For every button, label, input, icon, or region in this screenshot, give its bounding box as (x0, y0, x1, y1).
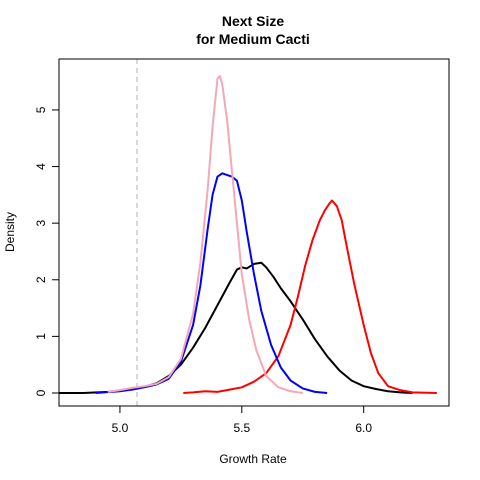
x-axis: 5.0 5.5 6.0 (112, 405, 372, 435)
chart-title-line-1: Next Size (222, 13, 284, 29)
plot-area (59, 59, 437, 406)
y-tick-label: 2 (34, 276, 48, 283)
x-tick-label: 6.0 (355, 421, 372, 435)
density-curve-4 (107, 74, 303, 394)
chart-title-line-2: for Medium Cacti (196, 31, 310, 47)
density-curve-2 (183, 199, 437, 394)
y-tick-label: 1 (34, 333, 48, 340)
x-tick-label: 5.0 (112, 421, 129, 435)
plot-frame (58, 58, 450, 407)
y-tick-label: 0 (34, 389, 48, 396)
density-curve-1 (59, 261, 413, 394)
x-axis-label: Growth Rate (219, 452, 287, 466)
density-curve-3 (95, 172, 328, 394)
y-axis-label: Density (3, 212, 17, 252)
x-tick-label: 5.5 (233, 421, 250, 435)
y-tick-label: 5 (34, 106, 48, 113)
y-axis: 0 1 2 3 4 5 (34, 106, 60, 396)
y-tick-label: 4 (34, 163, 48, 170)
y-tick-label: 3 (34, 220, 48, 227)
